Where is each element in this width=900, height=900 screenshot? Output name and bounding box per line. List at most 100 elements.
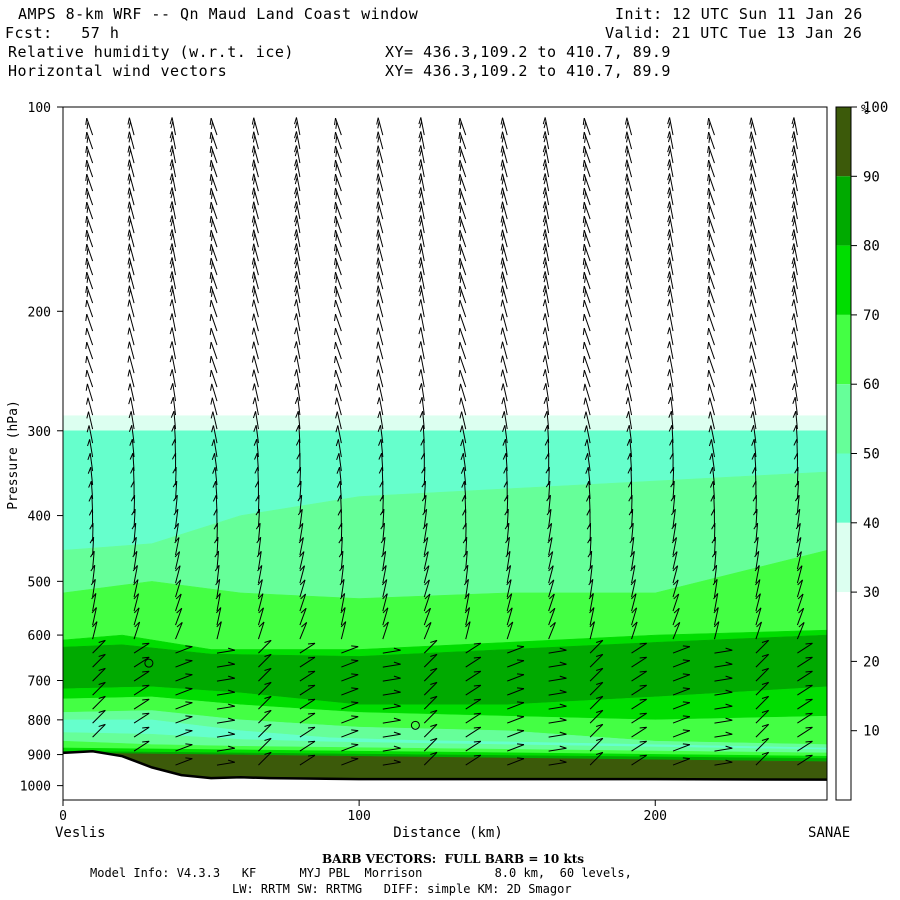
wind-barb-feather [458,314,461,322]
wind-barb-feather [501,135,505,143]
wind-barb-feather [142,670,150,673]
wind-barb-feather [628,508,634,516]
wind-barb-feather [307,726,316,729]
wind-barb-feather [750,247,753,255]
wind-barb-feather [761,681,769,686]
wind-barb-feather [624,299,628,307]
wind-barb-feather [85,258,88,266]
wind-barb-feather [542,369,546,377]
wind-barb-feather [335,205,338,213]
wind-barb-feather [86,135,89,143]
wind-barb [133,621,141,640]
wind-barb [589,696,604,710]
wind-barb [502,341,508,360]
wind-barb [669,355,674,374]
wind-barb-feather [708,163,711,171]
wind-barb [626,369,633,388]
wind-barb-feather [582,314,585,322]
wind-barb [299,495,303,514]
wind-barb [128,285,135,304]
wind-barb [589,710,604,724]
wind-barb [631,565,636,584]
wind-barb-feather [379,508,385,516]
wind-barb-feather [252,275,256,283]
wind-barb-feather [294,257,297,265]
wind-barb-feather [791,131,795,139]
wind-barb-feather [335,177,338,185]
wind-barb-feather [749,285,752,293]
wind-barb [548,523,553,542]
wind-barb [377,313,384,332]
wind-barb-feather [133,607,140,614]
wind-barb-feather [596,723,603,728]
wind-barb [335,355,342,374]
wind-barb-feather [85,216,88,224]
wind-barb-feather [542,187,546,195]
wind-barb [216,537,219,556]
wind-barb-feather [624,201,628,209]
wind-barb-feather [210,177,213,185]
wind-barb-feather [753,536,759,544]
wind-barb [631,523,634,542]
wind-barb-feather [458,174,461,182]
wind-barb [502,117,508,136]
wind-barb-feather [791,257,795,265]
wind-barb-feather [339,593,346,600]
wind-barb-feather [500,313,504,321]
wind-barb-feather [419,177,423,185]
wind-barb-feather [708,439,712,447]
wind-barb-feather [334,314,336,322]
wind-barb [335,215,342,234]
wind-barb [672,551,678,570]
wind-barb-feather [710,494,715,502]
wind-barb-feather [627,466,632,474]
colorbar-label: 60 [863,377,880,393]
wind-barb [341,744,359,752]
wind-barb [382,593,388,612]
wind-barb [708,383,715,402]
wind-barb [133,523,137,542]
wind-barb [295,271,301,290]
wind-barb-feather [251,285,255,293]
wind-barb [88,425,94,444]
wind-barb-feather [589,607,595,614]
wind-barb [335,159,342,178]
wind-barb [548,747,567,752]
wind-barb-feather [500,117,504,125]
wind-barb [86,187,94,206]
wind-barb [750,201,757,220]
wind-barb [86,355,94,374]
wind-barb-feather [458,118,461,126]
wind-barb-feather [682,687,690,690]
wind-barb-feather [543,261,547,269]
wind-barb-feather [252,233,256,241]
wind-barb-feather [792,163,796,171]
wind-barb [751,383,757,402]
colorbar-swatch [836,661,851,731]
wind-barb-feather [307,740,316,743]
wind-barb [708,285,715,304]
wind-barb [86,159,94,178]
wind-barb-feather [127,117,130,125]
wind-barb-feather [381,579,388,586]
wind-barb [795,411,798,430]
wind-barb [465,551,468,570]
wind-barb-feather [708,247,711,255]
wind-barb-feather [185,701,193,704]
wind-barb-feather [584,149,587,157]
colorbar-label: 40 [863,516,880,532]
wind-barb-feather [89,522,94,530]
wind-barb [628,411,633,430]
wind-barb-feather [252,383,255,391]
wind-barb [589,551,593,570]
wind-barb-feather [86,191,89,199]
wind-barb-feather [707,369,710,378]
wind-barb [750,369,757,388]
wind-barb-feather [128,289,131,297]
wind-barb [133,607,140,626]
wind-barb-feather [130,480,135,488]
wind-barb-feather [751,452,756,460]
wind-barb [714,705,733,710]
wind-barb-feather [707,202,710,210]
wind-barb [627,383,633,402]
